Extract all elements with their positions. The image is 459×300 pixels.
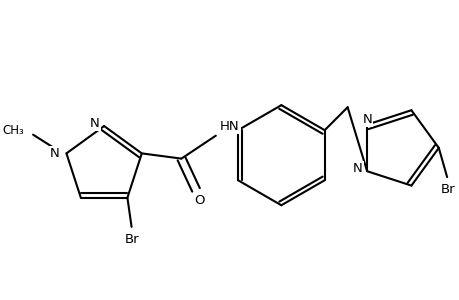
Text: HN: HN — [219, 120, 239, 133]
Text: O: O — [194, 194, 204, 207]
Text: N: N — [49, 147, 59, 160]
Text: N: N — [353, 162, 362, 175]
Text: CH₃: CH₃ — [2, 124, 24, 137]
Text: Br: Br — [124, 233, 139, 246]
Text: Br: Br — [440, 183, 454, 196]
Text: N: N — [362, 113, 371, 126]
Text: N: N — [90, 117, 100, 130]
